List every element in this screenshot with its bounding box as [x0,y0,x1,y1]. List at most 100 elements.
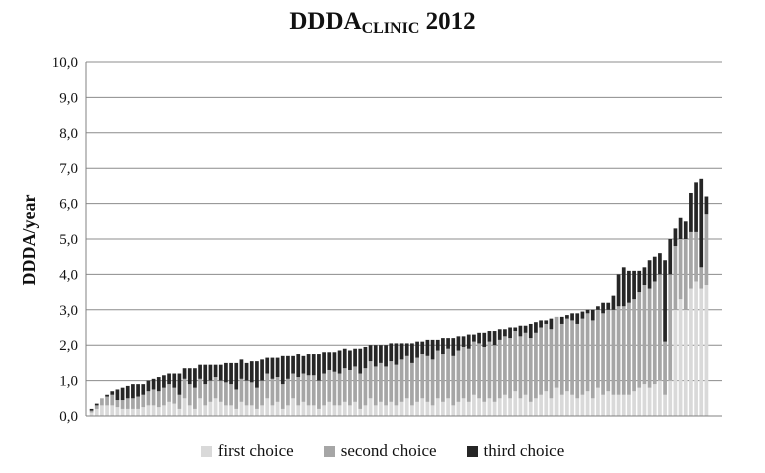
bar-segment-first [208,401,213,416]
bar-segment-second [647,288,652,388]
bar-segment-third [167,373,171,385]
bar-segment-second [255,387,259,409]
bar-segment-first [683,309,688,416]
bar-segment-second [389,361,394,402]
bar-segment-third [265,357,270,374]
bar-segment-second [456,350,461,402]
bar-segment-third [415,341,419,358]
bar-segment-third [229,362,233,385]
bar-segment-first [234,408,239,416]
bar-segment-second [317,380,321,409]
bar-segment-third [286,355,290,379]
bar-segment-second [704,214,709,286]
bar-segment-second [151,389,156,406]
bar-segment-first [678,299,683,416]
bar-segment-first [89,412,94,416]
bar-segment-third [503,329,507,337]
bar-segment-second [105,396,109,406]
bar-segment-first [658,380,662,416]
bar-segment-third [683,221,688,239]
bar-segment-third [704,196,709,215]
gridlines [86,61,722,382]
bar-segment-third [249,361,254,383]
bar-segment-third [311,354,316,376]
bar-segment-third [187,368,192,385]
bar-segment-first [518,398,523,416]
bar-segment-second [559,323,564,395]
bar-segment-second [446,348,450,399]
bar-segment-first [125,408,130,416]
bar-segment-third [621,267,626,307]
bar-segment-third [549,318,554,330]
bar-segment-first [322,405,326,416]
bar-segment-first [642,384,647,416]
bar-segment-first [286,405,290,416]
bar-segment-first [187,405,192,416]
bar-segment-third [327,352,332,370]
bar-segment-first [539,394,543,416]
bar-segment-first [694,281,698,416]
bar-segment-third [663,260,667,342]
bar-segment-third [105,394,109,397]
bar-segment-second [673,246,678,310]
bar-segment-first [523,394,528,416]
bar-segment-third [125,385,130,399]
bar-segment-third [606,302,611,310]
bar-segment-first [368,398,373,416]
bar-segment-third [322,352,326,374]
bar-segment-second [270,378,275,406]
bar-segment-second [430,359,435,406]
bar-segment-third [337,350,342,374]
bar-segment-second [291,373,295,399]
legend-label-first: first choice [217,441,294,460]
bar-segment-third [487,331,492,342]
bar-segment-first [239,401,244,416]
bar-segment-third [399,343,404,360]
bar-segment-first [575,398,580,416]
bar-segment-first [105,405,109,416]
bar-segment-third [89,408,94,411]
bar-segment-first [704,285,709,416]
bar-segment-first [280,408,285,416]
bar-segment-second [120,400,125,409]
bar-segment-third [658,253,662,275]
bar-segment-first [621,394,626,416]
bar-segment-second [441,354,445,402]
bar-segment-first [663,394,667,416]
bar-segment-first [699,288,704,416]
bar-segment-first [373,405,378,416]
bar-segment-second [146,391,151,406]
bar-segment-first [528,401,533,416]
bars [89,178,709,416]
bar-segment-second [539,327,543,395]
bar-segment-second [177,394,182,409]
bar-segment-first [306,405,311,416]
bar-segment-second [652,281,657,385]
bar-segment-second [363,368,368,406]
bar-segment-first [120,408,125,416]
bar-segment-third [611,295,616,310]
bar-segment-first [260,405,264,416]
legend-item-first: first choice [200,441,294,461]
bar-segment-second [348,369,352,406]
bar-segment-first [249,405,254,416]
bar-segment-second [280,384,285,409]
bar-segment-second [518,336,523,399]
bar-segment-second [332,371,337,406]
bar-segment-first [430,405,435,416]
bar-segment-second [167,384,171,402]
bar-segment-third [647,260,652,289]
y-tick-label: 2,0 [59,338,78,354]
bar-segment-second [683,239,688,310]
bar-segment-third [342,348,347,369]
bar-segment-third [410,343,414,363]
bar-segment-third [528,323,533,339]
bar-segment-second [358,373,363,409]
bar-segment-third [559,316,564,324]
bar-segment-first [410,405,414,416]
y-tick-labels: 0,0 1,0 2,0 3,0 4,0 5,0 6,0 7,0 8,0 9,0 10,0 [52,55,78,425]
bar-segment-second [668,274,673,381]
bar-segment-second [311,375,316,406]
bar-segment-third [208,364,213,381]
bar-segment-third [451,338,456,356]
